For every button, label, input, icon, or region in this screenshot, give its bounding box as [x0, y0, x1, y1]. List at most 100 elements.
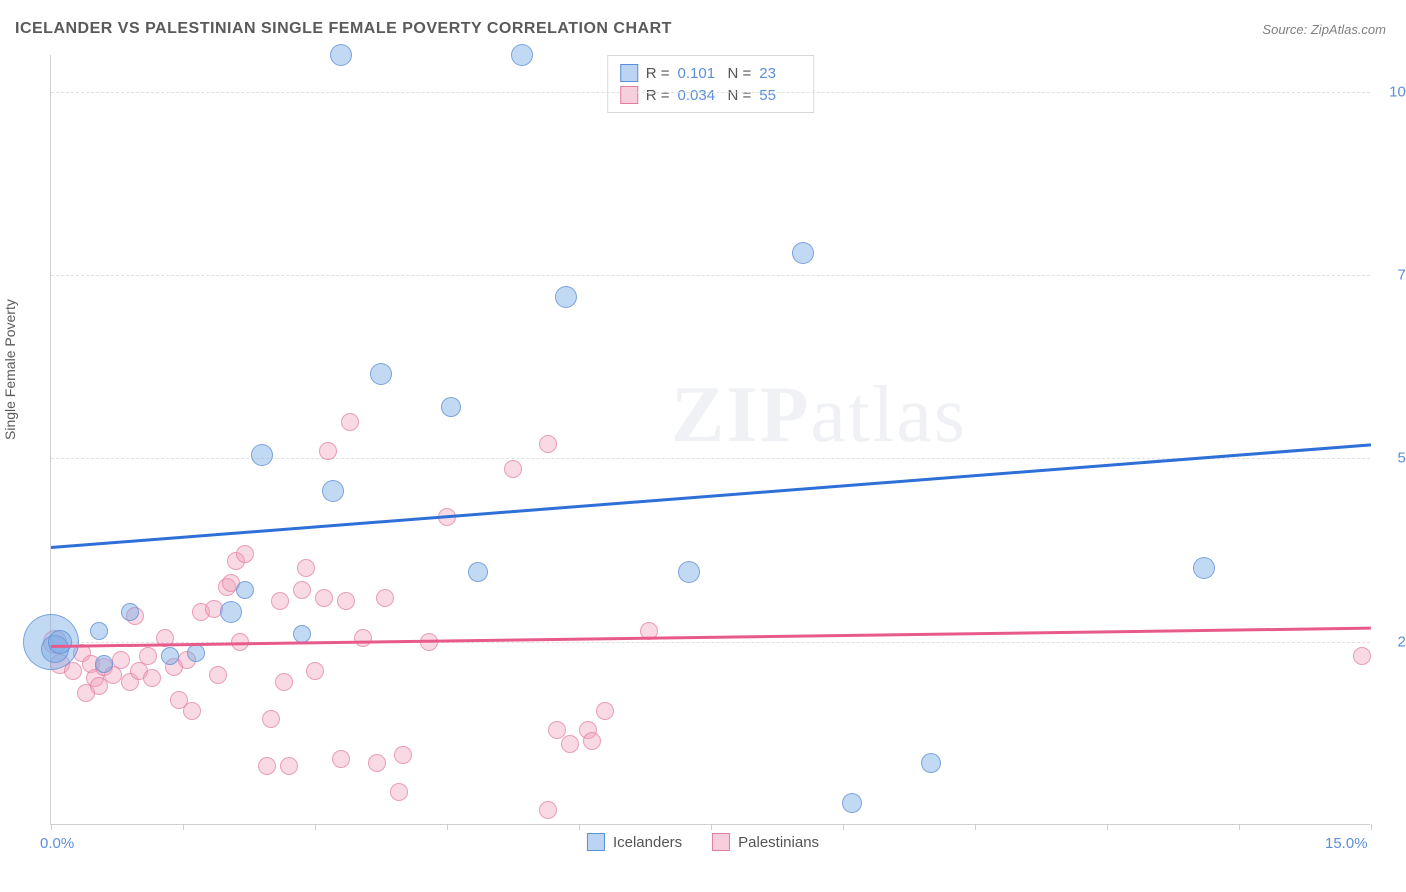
- bottom-legend: Icelanders Palestinians: [587, 833, 819, 851]
- x-tick-label: 0.0%: [40, 835, 74, 852]
- palestinians-point: [112, 651, 130, 669]
- palestinians-point: [341, 413, 359, 431]
- stats-row-palestinians: R = 0.034 N = 55: [620, 84, 802, 106]
- x-tick: [183, 824, 184, 830]
- stats-legend: R = 0.101 N = 23 R = 0.034 N = 55: [607, 55, 815, 113]
- swatch-blue-icon: [587, 833, 605, 851]
- swatch-pink-icon: [712, 833, 730, 851]
- r-label: R =: [646, 87, 670, 104]
- palestinians-point: [258, 757, 276, 775]
- palestinians-point: [315, 589, 333, 607]
- r-label: R =: [646, 65, 670, 82]
- palestinians-point: [596, 702, 614, 720]
- icelanders-point: [187, 644, 205, 662]
- palestinians-point: [293, 581, 311, 599]
- palestinians-point: [209, 666, 227, 684]
- stats-row-icelanders: R = 0.101 N = 23: [620, 62, 802, 84]
- n-label: N =: [728, 65, 752, 82]
- palestinians-point: [394, 746, 412, 764]
- palestinians-point: [280, 757, 298, 775]
- palestinians-point: [143, 669, 161, 687]
- watermark-bold: ZIP: [671, 371, 810, 459]
- plot-area: ZIPatlas R = 0.101 N = 23 R = 0.034 N = …: [50, 55, 1370, 825]
- watermark-rest: atlas: [810, 371, 967, 459]
- legend-item-palestinians: Palestinians: [712, 833, 819, 851]
- icelanders-point: [220, 601, 242, 623]
- r-value-icelanders: 0.101: [678, 65, 720, 82]
- icelanders-point: [95, 655, 113, 673]
- icelanders-point: [370, 363, 392, 385]
- palestinians-point: [539, 435, 557, 453]
- icelanders-point: [441, 397, 461, 417]
- palestinians-point: [1353, 647, 1371, 665]
- icelanders-point: [468, 562, 488, 582]
- legend-label-palestinians: Palestinians: [738, 834, 819, 851]
- palestinians-point: [306, 662, 324, 680]
- x-tick-label: 15.0%: [1325, 835, 1368, 852]
- palestinians-point: [390, 783, 408, 801]
- source-attribution: Source: ZipAtlas.com: [1262, 22, 1386, 37]
- source-name: ZipAtlas.com: [1311, 22, 1386, 37]
- x-tick: [315, 824, 316, 830]
- x-tick: [447, 824, 448, 830]
- watermark: ZIPatlas: [671, 370, 967, 461]
- icelanders-point: [251, 444, 273, 466]
- palestinians-point: [539, 801, 557, 819]
- palestinians-point: [376, 589, 394, 607]
- y-tick-label: 50.0%: [1380, 450, 1406, 467]
- palestinians-trendline: [51, 627, 1371, 648]
- x-tick: [1239, 824, 1240, 830]
- x-tick: [711, 824, 712, 830]
- icelanders-point: [555, 286, 577, 308]
- x-tick: [579, 824, 580, 830]
- legend-item-icelanders: Icelanders: [587, 833, 682, 851]
- icelanders-point: [322, 480, 344, 502]
- y-tick-label: 25.0%: [1380, 633, 1406, 650]
- palestinians-point: [236, 545, 254, 563]
- swatch-pink-icon: [620, 86, 638, 104]
- palestinians-point: [548, 721, 566, 739]
- y-tick-label: 75.0%: [1380, 267, 1406, 284]
- y-axis-label: Single Female Poverty: [2, 299, 18, 440]
- x-tick: [975, 824, 976, 830]
- palestinians-point: [271, 592, 289, 610]
- source-label: Source:: [1262, 22, 1307, 37]
- swatch-blue-icon: [620, 64, 638, 82]
- y-tick-label: 100.0%: [1380, 83, 1406, 100]
- x-tick: [843, 824, 844, 830]
- palestinians-point: [332, 750, 350, 768]
- icelanders-point: [921, 753, 941, 773]
- icelanders-point: [792, 242, 814, 264]
- icelanders-point: [90, 622, 108, 640]
- palestinians-point: [262, 710, 280, 728]
- r-value-palestinians: 0.034: [678, 87, 720, 104]
- chart-container: ICELANDER VS PALESTINIAN SINGLE FEMALE P…: [0, 0, 1406, 892]
- palestinians-point: [354, 629, 372, 647]
- icelanders-point: [1193, 557, 1215, 579]
- chart-title: ICELANDER VS PALESTINIAN SINGLE FEMALE P…: [15, 20, 672, 38]
- icelanders-point: [842, 793, 862, 813]
- palestinians-point: [583, 732, 601, 750]
- icelanders-point: [48, 630, 72, 654]
- icelanders-point: [678, 561, 700, 583]
- n-label: N =: [728, 87, 752, 104]
- icelanders-point: [330, 44, 352, 66]
- palestinians-point: [319, 442, 337, 460]
- icelanders-point: [161, 647, 179, 665]
- palestinians-point: [368, 754, 386, 772]
- gridline: [51, 275, 1370, 276]
- icelanders-trendline: [51, 444, 1371, 550]
- palestinians-point: [297, 559, 315, 577]
- x-tick: [1371, 824, 1372, 830]
- n-value-palestinians: 55: [759, 87, 801, 104]
- palestinians-point: [275, 673, 293, 691]
- icelanders-point: [121, 603, 139, 621]
- icelanders-point: [511, 44, 533, 66]
- legend-label-icelanders: Icelanders: [613, 834, 682, 851]
- palestinians-point: [337, 592, 355, 610]
- palestinians-point: [561, 735, 579, 753]
- n-value-icelanders: 23: [759, 65, 801, 82]
- icelanders-point: [236, 581, 254, 599]
- palestinians-point: [183, 702, 201, 720]
- x-tick: [51, 824, 52, 830]
